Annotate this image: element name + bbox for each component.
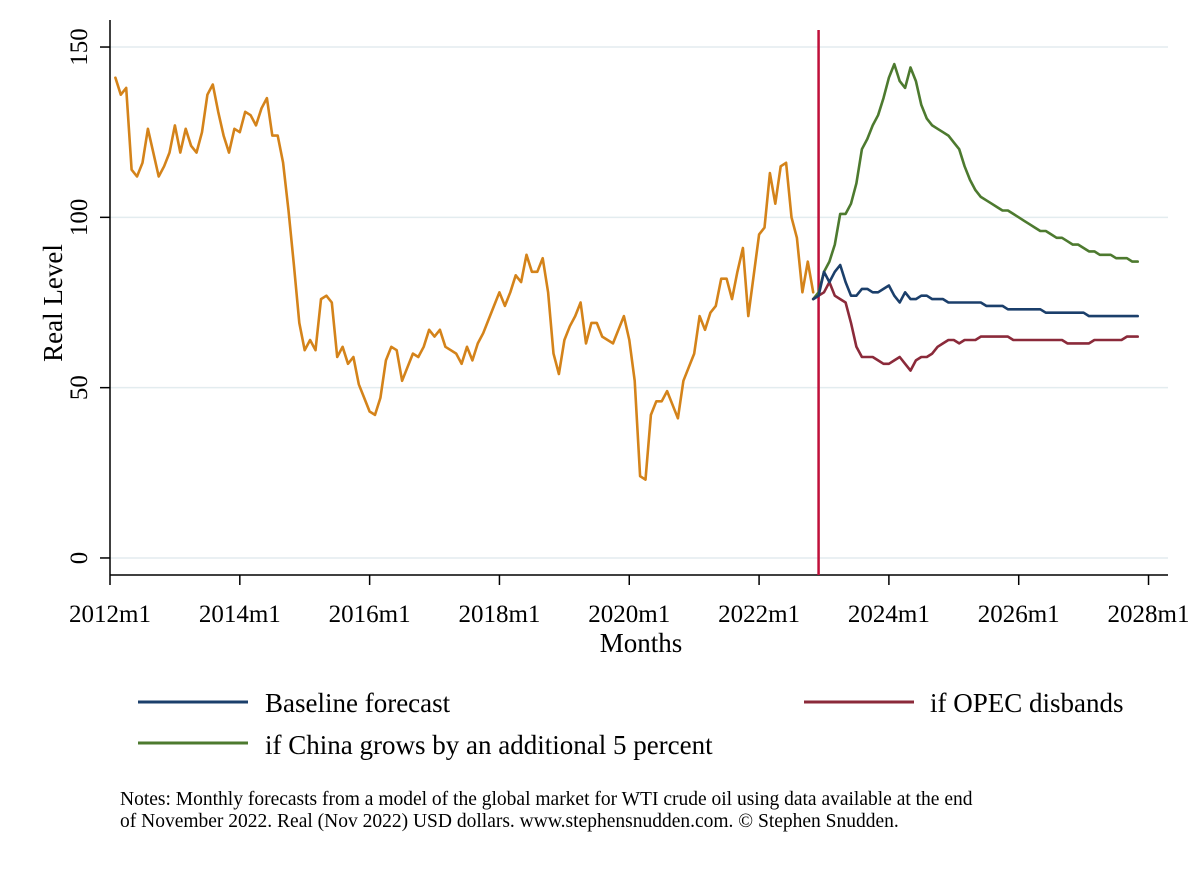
legend-label-baseline: Baseline forecast [265,688,451,718]
notes-line-1: Notes: Monthly forecasts from a model of… [120,789,973,810]
y-tick-label-150: 150 [66,28,93,66]
axes [100,20,1168,585]
notes-line-2: of November 2022. Real (Nov 2022) USD do… [120,811,899,832]
y-tick-label-50: 50 [66,375,93,400]
x-tick-label-2022: 2022m1 [718,601,800,628]
y-axis-title: Real Level [38,244,68,362]
series-line-china [811,62,1139,301]
series-line-baseline [811,263,1139,318]
x-tick-label-2016: 2016m1 [329,601,411,628]
x-tick-label-2014: 2014m1 [199,601,281,628]
legend: Baseline forecast if OPEC disbands if Ch… [138,688,1124,760]
x-axis-title: Months [600,628,683,658]
x-tick-label-2018: 2018m1 [458,601,540,628]
chart-notes: Notes: Monthly forecasts from a model of… [120,789,1195,833]
series-line-opec [811,280,1139,372]
series-layer [114,30,1139,575]
chart-canvas: 0 50 100 150 2012m1 2014m1 2016m1 2018m1 2020m1 2… [38,20,1190,760]
series-line-historical [114,76,815,481]
y-tick-label-0: 0 [66,552,93,565]
x-tick-label-2020: 2020m1 [588,601,670,628]
x-tick-label-2026: 2026m1 [978,601,1060,628]
legend-label-china: if China grows by an additional 5 percen… [265,730,713,760]
x-tick-label-2028: 2028m1 [1108,601,1190,628]
y-tick-label-100: 100 [66,199,93,237]
gridlines [110,46,1168,559]
legend-label-opec: if OPEC disbands [930,688,1124,718]
x-tick-label-2012: 2012m1 [69,601,151,628]
x-tick-label-2024: 2024m1 [848,601,930,628]
tick-labels: 0 50 100 150 2012m1 2014m1 2016m1 2018m1 2020m1 2… [66,28,1190,628]
